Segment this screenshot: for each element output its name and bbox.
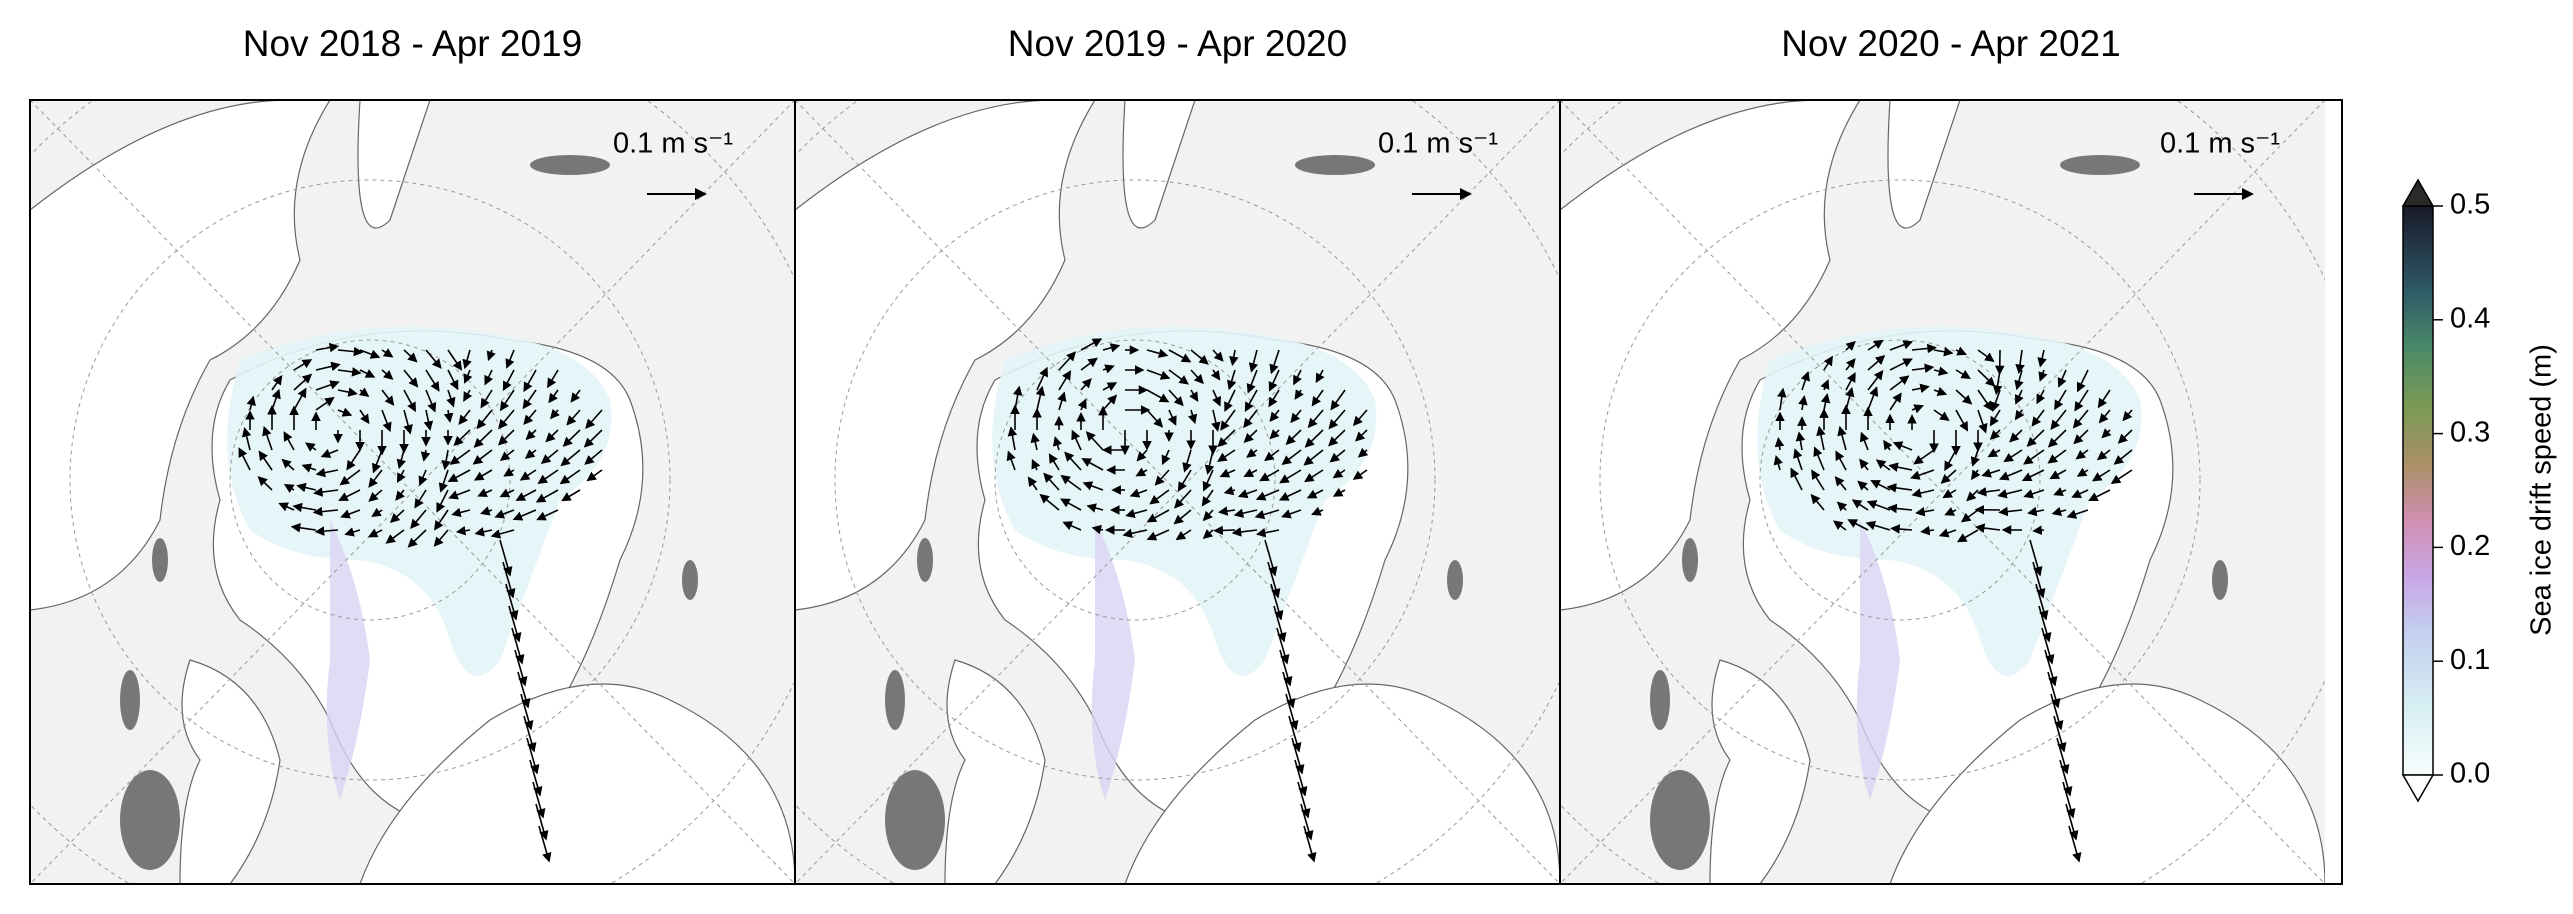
lake — [152, 538, 168, 582]
colorbar: Sea ice drift speed (m) 0.0 0.1 0.2 0.3 0.4 0… — [2403, 180, 2558, 801]
lake — [2060, 155, 2140, 175]
lake — [885, 770, 945, 870]
colorbar-extend-max — [2403, 180, 2433, 206]
map-panel: Nov 2018 - Apr 2019 0.1 m s⁻¹ — [0, 10, 840, 909]
colorbar-tick-label: 0.2 — [2450, 530, 2490, 562]
colorbar-label: Sea ice drift speed (m) — [2526, 344, 2558, 636]
lake — [1447, 560, 1463, 600]
lake — [1295, 155, 1375, 175]
lake — [917, 538, 933, 582]
colorbar-scale — [2403, 206, 2433, 775]
lake — [1650, 770, 1710, 870]
lake — [2212, 560, 2228, 600]
colorbar-tick-label: 0.1 — [2450, 644, 2490, 676]
drift-arrow — [1215, 530, 1235, 531]
drift-arrow — [2034, 530, 2044, 531]
lake — [120, 770, 180, 870]
colorbar-tick-label: 0.5 — [2450, 189, 2490, 221]
colorbar-tick-label: 0.3 — [2450, 416, 2490, 448]
colorbar-tick-label: 0.0 — [2450, 758, 2490, 790]
scale-label: 0.1 m s⁻¹ — [613, 128, 733, 160]
scale-label: 0.1 m s⁻¹ — [1378, 128, 1498, 160]
lake — [1650, 670, 1670, 730]
lake — [885, 670, 905, 730]
map-panel: Nov 2019 - Apr 2020 0.1 m s⁻¹ — [665, 10, 1605, 909]
lake — [120, 670, 140, 730]
panel-title: Nov 2018 - Apr 2019 — [243, 23, 582, 64]
map-panel: Nov 2020 - Apr 2021 0.1 m s⁻¹ — [1430, 10, 2370, 909]
panel-title: Nov 2020 - Apr 2021 — [1781, 23, 2120, 64]
colorbar-extend-min — [2403, 775, 2433, 801]
lake — [530, 155, 610, 175]
colorbar-tick-label: 0.4 — [2450, 302, 2490, 334]
lake — [682, 560, 698, 600]
lake — [1682, 538, 1698, 582]
panel-title: Nov 2019 - Apr 2020 — [1008, 23, 1347, 64]
scale-label: 0.1 m s⁻¹ — [2160, 128, 2280, 160]
